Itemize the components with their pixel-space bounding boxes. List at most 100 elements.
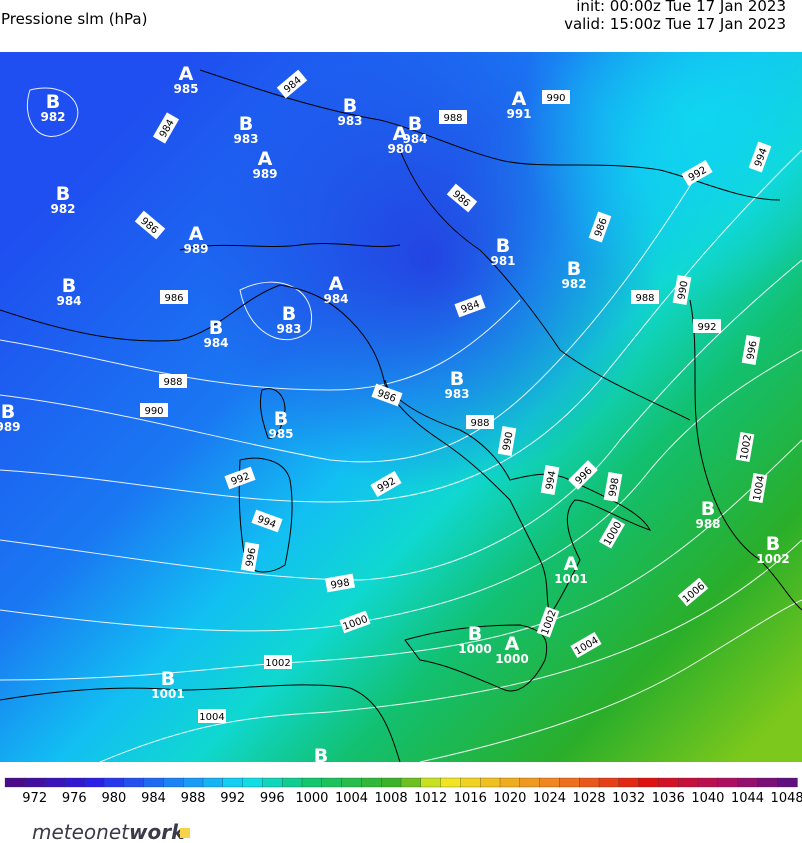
center-letter: A bbox=[189, 223, 204, 245]
label-box bbox=[240, 541, 260, 573]
isobar-label: 986 bbox=[160, 290, 188, 304]
colorbar-label: 1032 bbox=[612, 791, 645, 806]
colorbar-label: 996 bbox=[260, 791, 285, 806]
colorbar-swatch bbox=[638, 777, 660, 788]
isobar bbox=[0, 349, 802, 632]
label-box bbox=[324, 573, 356, 593]
center-letter: A bbox=[329, 273, 344, 295]
center-letter: B bbox=[209, 317, 223, 339]
colorbar-label: 1024 bbox=[533, 791, 566, 806]
colorbar-swatch bbox=[539, 777, 561, 788]
label-box bbox=[741, 334, 761, 366]
colorbar-swatch bbox=[697, 777, 719, 788]
colorbar-label: 1004 bbox=[335, 791, 368, 806]
center-value: 984 bbox=[203, 336, 228, 350]
label-box bbox=[693, 319, 721, 333]
colorbar-swatch bbox=[282, 777, 303, 788]
center-value: 1000 bbox=[495, 652, 528, 666]
center-letter: A bbox=[512, 88, 527, 110]
colorbar-swatch bbox=[44, 777, 66, 788]
colorbar-swatch bbox=[420, 777, 442, 788]
colorbar-label: 1036 bbox=[652, 791, 685, 806]
isobar-label: 988 bbox=[159, 374, 187, 388]
colorbar-swatch bbox=[598, 777, 620, 788]
isobar-value: 990 bbox=[546, 93, 565, 104]
isobar-value: 1004 bbox=[199, 712, 224, 723]
isobar-label: 990 bbox=[140, 403, 168, 417]
colorbar-swatch bbox=[103, 777, 125, 788]
center-letter: A bbox=[505, 633, 520, 655]
isobar bbox=[0, 439, 802, 681]
colorbar-swatch bbox=[519, 777, 541, 788]
center-value: 985 bbox=[268, 427, 293, 441]
colorbar-label: 1020 bbox=[493, 791, 526, 806]
center-value: 982 bbox=[40, 110, 65, 124]
label-box bbox=[159, 374, 187, 388]
isobar-value: 996 bbox=[244, 547, 258, 568]
label-box bbox=[224, 466, 256, 490]
center-letter: B bbox=[56, 183, 70, 205]
colorbar-label: 1008 bbox=[375, 791, 408, 806]
colorbar-label: 984 bbox=[141, 791, 166, 806]
colorbar-swatch bbox=[678, 777, 699, 788]
label-box bbox=[588, 211, 612, 243]
center-letter: B bbox=[62, 275, 76, 297]
center-value: 989 bbox=[0, 420, 21, 434]
center-value: 984 bbox=[323, 292, 348, 306]
isobar-label: 990 bbox=[542, 90, 570, 104]
isobar-label: 1002 bbox=[735, 431, 755, 463]
colorbar-swatch bbox=[262, 777, 283, 788]
colorbar: 972 976 980 984 988 992 996 1000 1004 1008 1012 101… bbox=[4, 777, 802, 806]
colorbar-swatch bbox=[84, 777, 105, 788]
colorbar-label: 1048 bbox=[771, 791, 802, 806]
isobar-label: 988 bbox=[631, 290, 659, 304]
label-box bbox=[681, 159, 713, 187]
center-letter: B bbox=[46, 91, 60, 113]
isobar bbox=[239, 281, 312, 340]
label-box bbox=[140, 403, 168, 417]
isobar-value: 988 bbox=[635, 293, 654, 304]
isobar-label: 996 bbox=[240, 541, 260, 573]
coastline bbox=[689, 299, 802, 611]
isobar bbox=[0, 299, 521, 391]
center-letter: B bbox=[468, 623, 482, 645]
isobar bbox=[0, 169, 701, 463]
label-box bbox=[439, 110, 467, 124]
isobar-label: 998 bbox=[603, 471, 623, 503]
colorbar-swatch bbox=[361, 777, 382, 788]
map-title: Pressione slm (hPa) bbox=[1, 10, 148, 28]
colorbar-label: 980 bbox=[101, 791, 126, 806]
coastlines bbox=[0, 69, 802, 763]
colorbar-swatch bbox=[618, 777, 640, 788]
label-box bbox=[748, 472, 768, 504]
coastline bbox=[259, 388, 286, 439]
center-value: 1001 bbox=[554, 572, 587, 586]
label-box bbox=[160, 290, 188, 304]
colorbar-label: 988 bbox=[181, 791, 206, 806]
colorbar-swatch bbox=[64, 777, 85, 788]
isobar-value: 1002 bbox=[739, 434, 754, 461]
isobar-value: 994 bbox=[544, 470, 558, 491]
center-letter: B bbox=[161, 668, 175, 690]
center-letter: A bbox=[258, 148, 273, 170]
colorbar-swatch bbox=[242, 777, 264, 788]
coastline bbox=[238, 457, 293, 573]
isobar-label: 1004 bbox=[198, 709, 226, 723]
center-value: 991 bbox=[506, 107, 531, 121]
label-box bbox=[603, 471, 623, 503]
isobar-value: 990 bbox=[676, 280, 690, 301]
coastline bbox=[404, 624, 548, 692]
colorbar-swatch bbox=[341, 777, 363, 788]
isobar-label: 1004 bbox=[748, 472, 768, 504]
colorbar-swatch bbox=[717, 777, 739, 788]
colorbar-swatch bbox=[460, 777, 481, 788]
logo-mark bbox=[180, 828, 190, 838]
colorbar-swatch bbox=[400, 777, 422, 788]
center-value: 983 bbox=[337, 114, 362, 128]
label-box bbox=[466, 415, 494, 429]
colorbar-swatch bbox=[123, 777, 145, 788]
isobar-label: 992 bbox=[693, 319, 721, 333]
isobar-value: 986 bbox=[164, 293, 183, 304]
label-box bbox=[631, 290, 659, 304]
center-letter: B bbox=[408, 113, 422, 135]
